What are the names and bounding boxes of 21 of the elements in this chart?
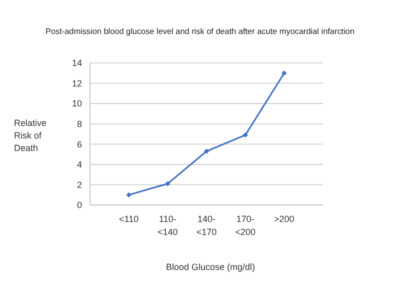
x-tick-label: 170-<200	[235, 214, 256, 237]
point	[204, 148, 210, 154]
y-tick-label: 4	[76, 160, 82, 170]
point	[165, 181, 170, 186]
point	[242, 132, 248, 138]
y-tick-label: 2	[76, 180, 82, 190]
x-axis-title: Blood Glucose (mg/dl)	[166, 262, 256, 272]
point	[126, 192, 132, 198]
y-tick-label: 0	[76, 200, 82, 210]
y-tick-label: 6	[76, 139, 82, 150]
y-axis-title: Relative Risk of Death	[14, 118, 47, 153]
chart-title: Post-admission blood glucose level and risk of death after acute myocardial infarction	[45, 27, 355, 36]
x-tick-label: 140-<170	[196, 214, 217, 237]
y-tick-label: 10	[72, 98, 82, 109]
y-tick-label: 12	[72, 78, 82, 88]
x-tick-label: 110-<140	[158, 214, 178, 237]
point	[282, 70, 287, 76]
y-tick-label: 14	[72, 58, 82, 68]
y-tick-label: 8	[76, 119, 82, 130]
x-tick-label: <110	[119, 214, 139, 224]
x-tick-label: >200	[274, 214, 294, 224]
